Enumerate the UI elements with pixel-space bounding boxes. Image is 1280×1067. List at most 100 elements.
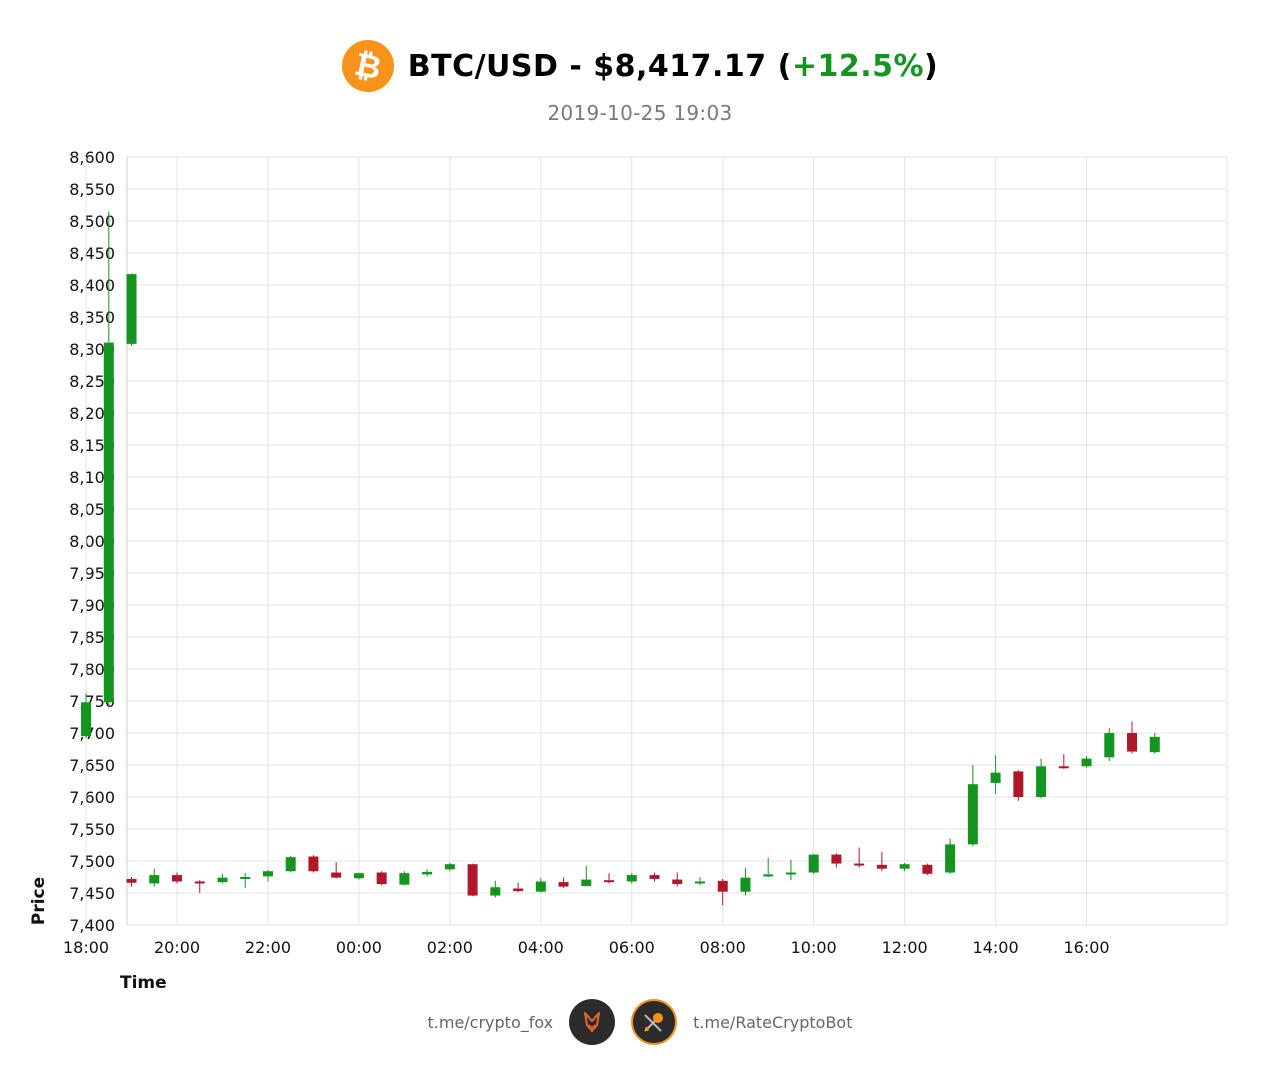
candle-body-up (149, 875, 160, 884)
y-tick-label: 7,500 (69, 852, 115, 871)
candle-body-up (217, 877, 228, 883)
footer: t.me/crypto_fox t.me/RateCryptoBot (0, 996, 1280, 1048)
y-tick-label: 8,200 (69, 404, 115, 423)
x-tick-label: 10:00 (791, 938, 837, 957)
candle-body-down (194, 881, 205, 884)
y-tick-label: 8,150 (69, 436, 115, 455)
candle-body-up (945, 844, 956, 873)
y-tick-label: 7,550 (69, 820, 115, 839)
candle-body-up (262, 871, 273, 877)
candle-body-up (1149, 736, 1160, 753)
candle-body-up (808, 854, 819, 873)
candle-body-down (376, 872, 387, 885)
y-tick-label: 8,550 (69, 180, 115, 199)
candle-body-down (126, 878, 137, 883)
candle-body-down (717, 880, 728, 892)
x-tick-label: 04:00 (518, 938, 564, 957)
candlestick-chart: 8,600 8,550 8,500 8,450 8,400 8,350 8,300 8,250… (29, 148, 1228, 993)
candle-body-up (490, 887, 501, 896)
candle-body-down (854, 863, 865, 866)
candle-body-up (422, 871, 433, 875)
y-axis-title: Price (29, 877, 49, 925)
candle-body-down (558, 882, 569, 887)
x-tick-label: 20:00 (154, 938, 200, 957)
candle-body-down (1058, 766, 1069, 769)
y-tick-label: 8,300 (69, 340, 115, 359)
footer-link-crypto-fox[interactable]: t.me/crypto_fox (427, 1012, 554, 1032)
x-tick-label: 06:00 (609, 938, 655, 957)
x-tick-label: 22:00 (245, 938, 291, 957)
y-tick-label: 8,500 (69, 212, 115, 231)
candle-body-up (1104, 733, 1115, 758)
candle-body-up (103, 342, 114, 703)
y-tick-label: 8,000 (69, 532, 115, 551)
x-tick-label: 16:00 (1063, 938, 1109, 957)
candle-body-up (353, 873, 364, 879)
candle-body-up (785, 872, 796, 875)
y-tick-label: 8,250 (69, 372, 115, 391)
candle-body-down (1013, 771, 1024, 797)
candle-body-down (172, 875, 182, 882)
candle-body-up (694, 881, 705, 884)
y-tick-label: 8,600 (69, 148, 115, 167)
title-pair-price: BTC/USD - $8,417.17 ( (407, 48, 792, 84)
candle-body-up (990, 772, 1001, 783)
candle-body-up (81, 702, 92, 737)
fox-icon[interactable] (569, 999, 616, 1045)
bot-icon[interactable] (631, 999, 678, 1045)
y-tick-label: 8,350 (69, 308, 115, 327)
title-close-paren: ) (924, 48, 939, 84)
x-axis-title: Time (120, 973, 167, 993)
y-tick-label: 7,600 (69, 788, 115, 807)
candle-body-down (1127, 733, 1138, 752)
x-tick-label: 02:00 (427, 938, 473, 957)
candle-body-up (126, 274, 137, 344)
candle-body-down (831, 854, 842, 864)
y-tick-label: 7,400 (69, 916, 115, 935)
x-tick-label: 00:00 (336, 938, 382, 957)
candle-body-down (672, 879, 683, 885)
candle-body-up (444, 864, 455, 870)
candle-body-up (740, 877, 751, 892)
candle-body-down (467, 864, 478, 896)
x-tick-label: 14:00 (973, 938, 1019, 957)
candle-body-down (513, 888, 524, 892)
y-tick-label: 8,050 (69, 500, 115, 519)
y-tick-label: 8,100 (69, 468, 115, 487)
candle-body-down (308, 856, 319, 872)
y-tick-label: 7,650 (69, 756, 115, 775)
candle-body-up (1081, 758, 1092, 767)
x-tick-label: 08:00 (700, 938, 746, 957)
y-tick-label: 7,900 (69, 596, 115, 615)
candle-body-down (876, 864, 887, 869)
title-percent-change: +12.5% (791, 48, 925, 84)
y-tick-label: 7,700 (69, 724, 115, 743)
candle-body-up (763, 874, 774, 877)
candle-body-up (581, 879, 592, 886)
candle-body-down (604, 880, 615, 883)
y-tick-label: 8,450 (69, 244, 115, 263)
x-tick-label: 12:00 (882, 938, 928, 957)
candle-body-up (967, 784, 978, 845)
candle-body-up (899, 864, 910, 869)
page-title: BTC/USD - $8,417.17 (+12.5%) (408, 49, 939, 84)
candle-body-down (922, 864, 933, 874)
footer-link-rate-crypto-bot[interactable]: t.me/RateCryptoBot (693, 1012, 853, 1032)
candle-body-up (1036, 766, 1047, 797)
candle-body-down (331, 872, 342, 878)
y-tick-label: 7,950 (69, 564, 115, 583)
candle-body-up (285, 857, 296, 872)
chart-timestamp: 2019-10-25 19:03 (547, 101, 733, 125)
y-tick-label: 7,800 (69, 660, 115, 679)
y-tick-label: 7,850 (69, 628, 115, 647)
candle-body-up (240, 877, 251, 879)
candle-body-up (535, 881, 546, 892)
x-tick-label: 18:00 (63, 938, 109, 957)
y-tick-label: 8,400 (69, 276, 115, 295)
candle-body-up (626, 875, 637, 882)
y-tick-label: 7,750 (69, 692, 115, 711)
chart-header: ₿ BTC/USD - $8,417.17 (+12.5%) (0, 34, 1280, 98)
y-tick-label: 7,450 (69, 884, 115, 903)
candle-body-up (399, 873, 410, 885)
candle-body-down (649, 875, 660, 879)
